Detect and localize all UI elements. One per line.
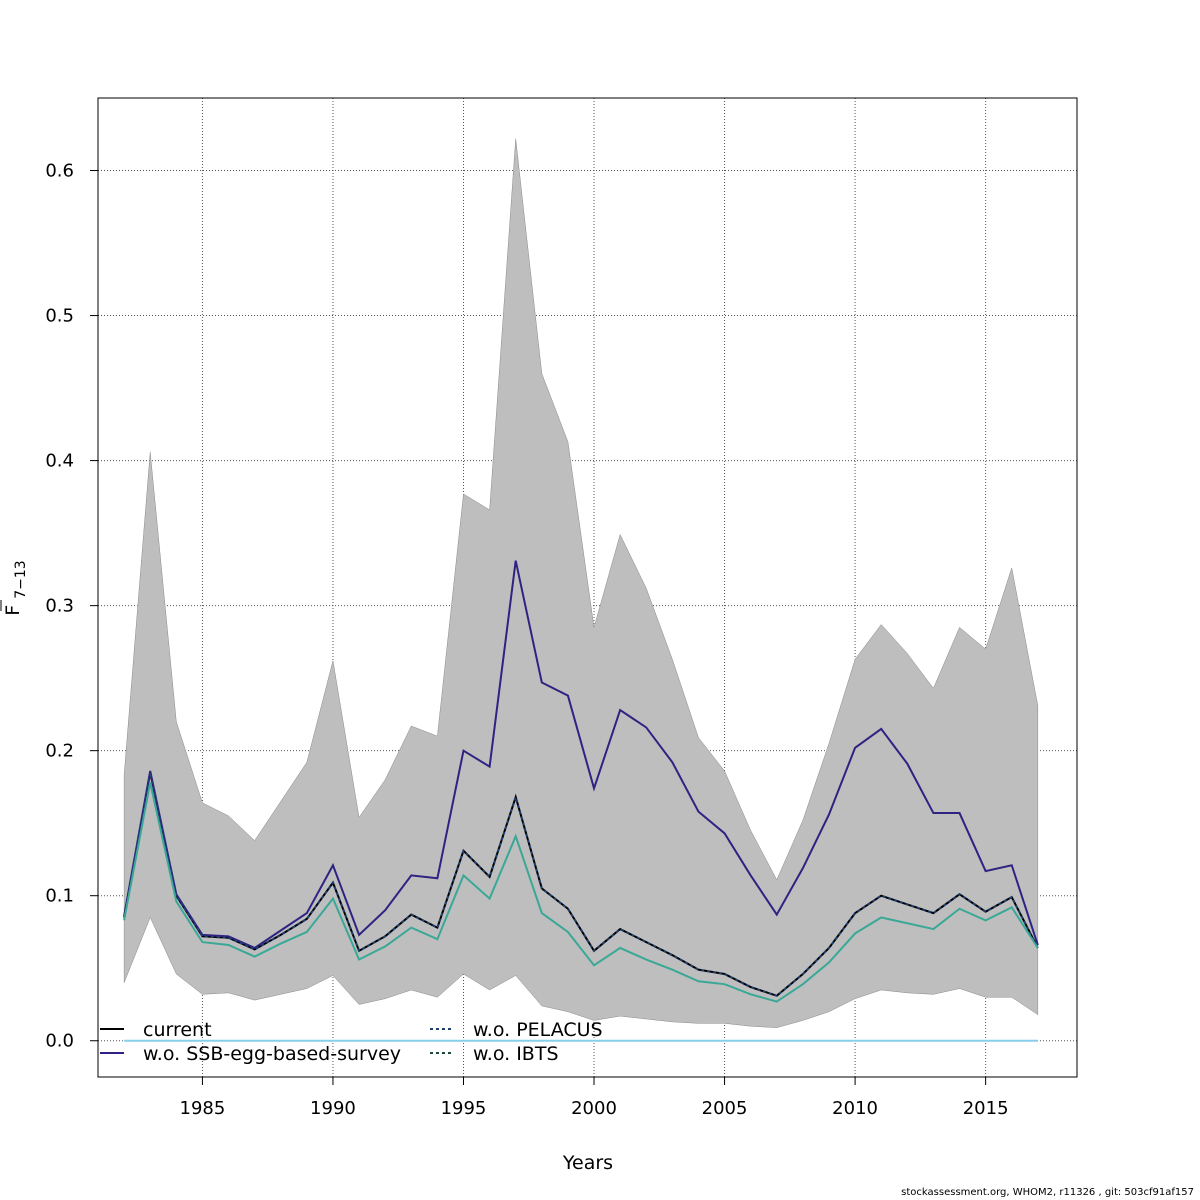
series-line-w-o-ssb-egg-based-survey xyxy=(123,560,1039,950)
x-axis-title: Years xyxy=(562,1152,613,1174)
y-tick-label: 0.1 xyxy=(45,886,74,907)
legend-label: current xyxy=(143,1019,212,1041)
series-lines xyxy=(123,560,1039,1042)
footer-credit: stockassessment.org, WHOM2, r11326 , git… xyxy=(901,1187,1194,1198)
y-tick-label: 0.5 xyxy=(45,306,74,327)
y-axis-title: F 7−13 xyxy=(0,560,29,616)
y-axis-title-subscript: 7−13 xyxy=(13,560,29,598)
x-tick-label: 2005 xyxy=(702,1098,748,1119)
legend-label: w.o. PELACUS xyxy=(473,1019,603,1041)
series-line-w-o-ibts xyxy=(123,782,1039,1003)
confidence-band-area xyxy=(123,138,1039,1028)
legend-label: w.o. SSB-egg-based-survey xyxy=(143,1043,401,1065)
y-tick-label: 0.0 xyxy=(45,1031,74,1052)
x-tick-label: 1995 xyxy=(441,1098,487,1119)
x-tick-label: 2010 xyxy=(832,1098,878,1119)
y-axis-title-main: F xyxy=(2,605,24,616)
x-tick-label: 1985 xyxy=(180,1098,226,1119)
series-line-w-o-pelacus xyxy=(123,772,1039,997)
confidence-band xyxy=(123,138,1039,1028)
y-tick-label: 0.4 xyxy=(45,451,74,472)
y-tick-label: 0.6 xyxy=(45,161,74,182)
x-tick-label: 2000 xyxy=(571,1098,617,1119)
x-axis: 1985 1990 1995 2000 2005 2010 2015 xyxy=(180,1077,1009,1119)
x-tick-label: 1990 xyxy=(310,1098,356,1119)
legend-label: w.o. IBTS xyxy=(473,1043,559,1065)
y-tick-label: 0.3 xyxy=(45,596,74,617)
y-tick-label: 0.2 xyxy=(45,741,74,762)
svg-text:F 7−13: F 7−13 xyxy=(2,560,29,615)
y-axis: 0.0 0.1 0.2 0.3 0.4 0.5 0.6 xyxy=(45,161,98,1052)
plot-frame xyxy=(97,97,1078,1078)
x-tick-label: 2015 xyxy=(963,1098,1009,1119)
